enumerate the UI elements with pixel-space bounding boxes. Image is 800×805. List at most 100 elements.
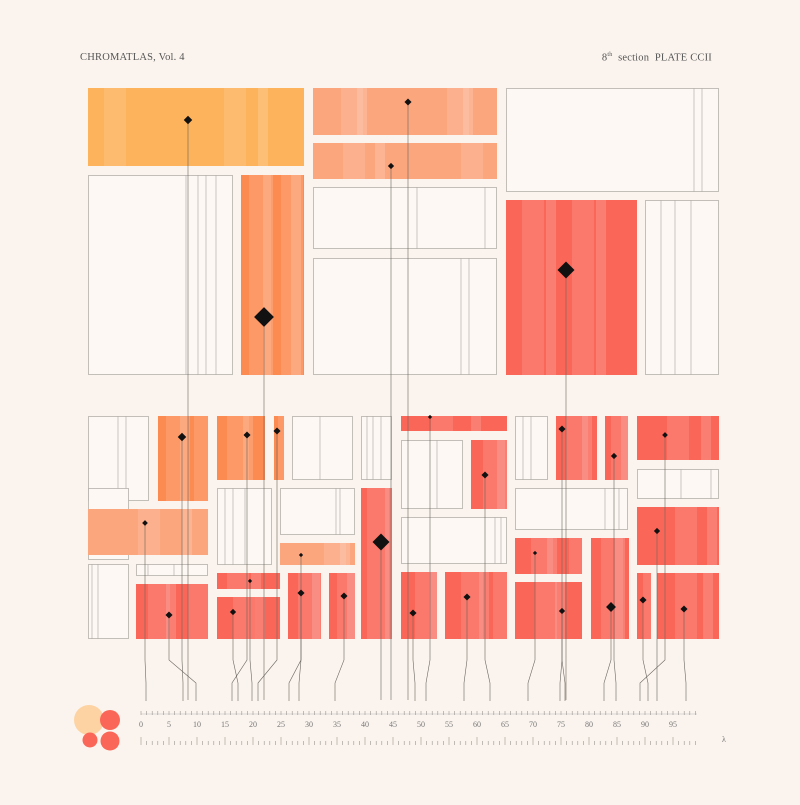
scale-tick-label: 25 [277,720,285,729]
cell-fill [136,584,208,639]
cell-band [243,416,253,480]
cell-band [324,543,346,565]
empty-cell [88,564,129,639]
cell-band [298,573,320,639]
empty-cell [401,517,507,564]
color-cell [361,488,392,639]
cell-outline [515,416,548,480]
cell-band [471,416,481,431]
diamond-marker [409,609,417,617]
cell-outline [645,200,719,375]
cell-outline [313,187,497,249]
color-cell [280,543,355,565]
cell-band [281,175,303,375]
section-suffix: th [607,52,613,58]
scale-tick-label: 70 [529,720,537,729]
connector-line [425,417,431,701]
diamond-marker [183,115,193,125]
cell-fill [361,488,392,639]
color-cell [471,440,507,509]
connector-line [463,597,468,701]
connector-line [334,596,345,701]
color-cell [217,597,280,639]
empty-cell [515,488,628,530]
cell-band [572,200,594,375]
cell-fill [288,573,321,639]
cell-band [227,573,249,589]
cell-band [667,416,689,460]
connector-line [642,600,649,701]
color-cell [241,175,304,375]
diamond-marker [606,602,616,612]
cell-band [312,573,321,639]
cell-outline [361,416,392,480]
connector-line [613,456,617,701]
swatch-circle [82,732,98,748]
scale-tick-label: 60 [473,720,481,729]
cell-fill [401,572,437,639]
color-cell [313,143,497,179]
diamond-marker [557,261,575,279]
color-cell [556,416,597,480]
cell-band [569,538,582,574]
cell-outline [280,488,355,535]
cell-outline [637,469,719,499]
color-cell [329,573,355,639]
scale-tick-label: 80 [585,720,593,729]
cell-band [483,440,505,509]
scale-tick-label: 85 [613,720,621,729]
cell-band [385,488,392,639]
diamond-marker [247,578,253,584]
cell-fill [329,573,355,639]
cell-band [461,572,483,639]
scale-tick-label: 75 [557,720,565,729]
color-cell [445,572,507,639]
empty-cell [292,416,353,480]
diamond-marker [558,607,566,615]
color-cell [515,582,582,639]
cell-band [675,507,697,565]
color-cell [515,538,582,574]
scale-tick-label: 40 [361,720,369,729]
cell-fill [605,416,628,480]
empty-cell [645,200,719,375]
scale-tick-label: 35 [333,720,341,729]
cell-band [233,597,255,639]
cell-outline [401,517,507,564]
cell-band [343,143,365,179]
scale-tick-label: 30 [305,720,313,729]
cell-band [701,416,711,460]
cell-band [703,573,713,639]
connector-line [144,523,147,701]
diamond-marker [427,414,433,420]
color-cell [605,416,628,480]
diamond-marker [662,432,668,438]
cell-band [291,175,301,375]
cell-outline [292,416,353,480]
connector-line [559,429,563,701]
cell-fill [471,440,507,509]
diamond-marker [273,427,281,435]
cell-band [357,88,367,135]
cell-fill [158,416,208,501]
section-number: 8 [601,52,608,64]
cell-outline [506,88,719,192]
connector-line [603,607,612,701]
connector-lines [144,102,687,701]
cell-band [431,416,453,431]
diamond-marker [639,596,647,604]
swatch-circle [100,731,120,751]
diamond-marker [297,589,305,597]
cell-fill [515,538,582,574]
empty-cell [88,175,233,375]
cell-outline [88,175,233,375]
cell-band [375,143,385,179]
empty-cell [280,488,355,535]
color-cell [158,416,208,501]
scale-tick-label: 10 [193,720,201,729]
cell-band [497,440,507,509]
cell-band [493,572,507,639]
cell-band [566,416,588,480]
cell-band [278,416,284,480]
diamond-marker [653,527,661,535]
